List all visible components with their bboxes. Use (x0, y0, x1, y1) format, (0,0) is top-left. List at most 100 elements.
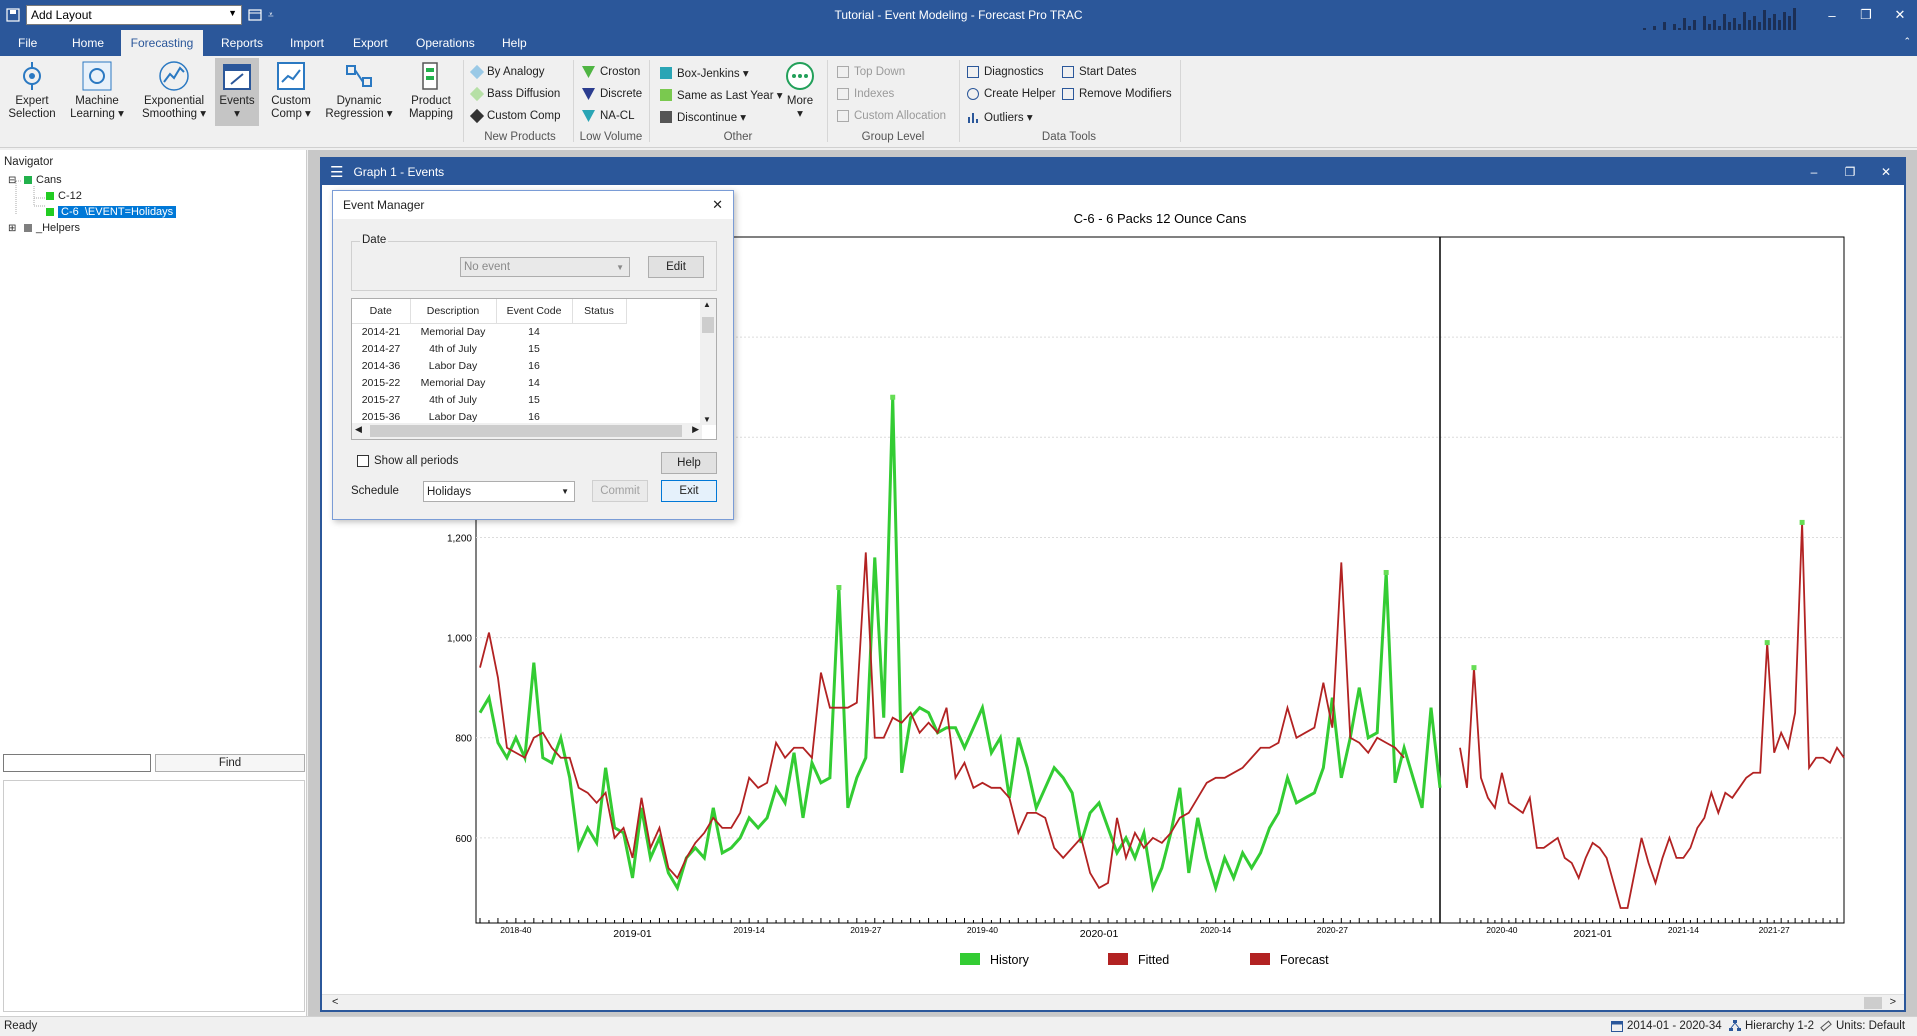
table-row[interactable]: 2014-36 Labor Day 16 (352, 357, 626, 374)
hamburger-menu-icon[interactable]: ☰ (330, 164, 344, 181)
x-tick-label: 2021-14 (1668, 925, 1699, 935)
table-row[interactable]: 2015-22 Memorial Day 14 (352, 374, 626, 391)
more-button[interactable]: More ▾ (780, 60, 820, 121)
expand-icon[interactable]: ⊞ (8, 222, 17, 234)
sparkline-bar (1793, 8, 1796, 44)
discrete-button[interactable]: Discrete (582, 88, 642, 100)
save-icon[interactable] (6, 8, 20, 22)
column-header-description[interactable]: Description (410, 299, 497, 324)
window-layout-icon[interactable] (248, 8, 262, 22)
croston-button[interactable]: Croston (582, 66, 640, 78)
restore-button[interactable]: ❐ (1860, 7, 1872, 22)
checkbox-box[interactable] (357, 455, 369, 467)
same-as-last-year-button[interactable]: Same as Last Year ▾ (660, 88, 783, 102)
tree-item-helpers[interactable]: ⊞ _Helpers (8, 222, 80, 234)
tab-help[interactable]: Help (502, 36, 527, 50)
exit-button[interactable]: Exit (661, 480, 717, 502)
table-row[interactable]: 2014-21 Memorial Day 14 (352, 323, 626, 340)
scroll-right-icon[interactable]: > (1889, 996, 1896, 1008)
close-button[interactable]: ✕ (1894, 7, 1906, 22)
table-row[interactable]: 2015-27 4th of July 15 (352, 391, 626, 408)
x-tick-label: 2020-27 (1317, 925, 1348, 935)
custom-allocation-button[interactable]: Custom Allocation (837, 110, 946, 122)
outliers-button[interactable]: Outliers ▾ (967, 110, 1033, 124)
create-helper-button[interactable]: Create Helper (967, 88, 1056, 100)
remove-modifiers-button[interactable]: Remove Modifiers (1062, 88, 1172, 100)
scroll-up-icon[interactable]: ▲ (703, 300, 711, 309)
scroll-right-icon[interactable]: ▶ (692, 424, 699, 434)
chevron-down-icon: ▼ (616, 262, 624, 272)
tab-forecasting[interactable]: Forecasting (121, 30, 203, 56)
dynamic-regression-button[interactable]: Dynamic Regression ▾ (322, 60, 396, 121)
bass-diffusion-button[interactable]: Bass Diffusion (469, 86, 561, 102)
graph-restore-button[interactable]: ❐ (1844, 165, 1856, 179)
product-mapping-button[interactable]: Product Mapping (405, 60, 457, 121)
edit-button[interactable]: Edit (648, 256, 704, 278)
machine-learning-button[interactable]: Machine Learning ▾ (66, 60, 128, 121)
scroll-down-icon[interactable]: ▼ (703, 415, 711, 424)
discontinue-button[interactable]: Discontinue ▾ (660, 110, 746, 124)
tab-home[interactable]: Home (72, 36, 105, 50)
commit-button[interactable]: Commit (592, 480, 648, 502)
graph-horizontal-scrollbar[interactable]: < > (322, 994, 1904, 1010)
schedule-select[interactable]: Holidays ▼ (423, 481, 575, 502)
custom-comp-small-button[interactable]: Custom Comp (469, 108, 561, 124)
start-dates-button[interactable]: Start Dates (1062, 66, 1137, 78)
scroll-left-icon[interactable]: < (332, 996, 339, 1008)
tab-export[interactable]: Export (353, 36, 388, 50)
tree-item-cans[interactable]: ⊟ Cans (8, 174, 62, 186)
label: Bass Diffusion (487, 88, 561, 100)
column-header-status[interactable]: Status (572, 299, 627, 324)
event-list[interactable]: Date Description Event Code Status 2014-… (351, 298, 717, 440)
customize-qat-icon[interactable]: ⩡ (268, 9, 274, 21)
tab-file[interactable]: File (18, 36, 38, 50)
scroll-thumb[interactable] (1864, 997, 1882, 1009)
minimize-button[interactable]: – (1828, 7, 1836, 23)
table-row[interactable]: 2014-27 4th of July 15 (352, 340, 626, 357)
collapse-ribbon-icon[interactable]: ⌃ (1903, 36, 1911, 46)
square-icon (660, 89, 672, 101)
tree-item-c-6-selected[interactable]: C-6 \EVENT=Holidays (46, 206, 177, 218)
diamond-icon (469, 64, 485, 80)
tab-operations[interactable]: Operations (416, 36, 475, 50)
collapse-icon[interactable]: ⊟ (8, 174, 17, 186)
legend-label: Fitted (1138, 953, 1169, 967)
expert-selection-button[interactable]: Expert Selection (4, 60, 60, 121)
scroll-thumb[interactable] (370, 425, 682, 437)
graph-minimize-button[interactable]: – (1810, 165, 1818, 179)
column-header-date[interactable]: Date (352, 299, 411, 324)
tree-item-c-12[interactable]: C-12 (46, 190, 82, 202)
label: Mapping (408, 108, 454, 120)
navigator-results-list[interactable] (3, 780, 305, 1012)
cell-status (572, 357, 626, 374)
scroll-left-icon[interactable]: ◀ (355, 424, 362, 434)
exponential-smoothing-button[interactable]: Exponential Smoothing ▾ (138, 60, 210, 121)
help-button[interactable]: Help (661, 452, 717, 474)
dialog-close-icon[interactable]: ✕ (712, 197, 723, 212)
show-all-periods-checkbox[interactable]: Show all periods (357, 455, 458, 467)
by-analogy-button[interactable]: By Analogy (469, 64, 545, 80)
custom-comp-button[interactable]: Custom Comp ▾ (267, 60, 315, 121)
find-input[interactable] (3, 754, 151, 772)
tab-import[interactable]: Import (290, 36, 325, 50)
layout-select[interactable]: Add Layout ▼ (26, 5, 242, 25)
scroll-thumb[interactable] (702, 317, 714, 333)
top-down-button[interactable]: Top Down (837, 66, 905, 78)
checkbox-label: Show all periods (374, 455, 459, 467)
chevron-down-icon: ▾ (797, 108, 803, 120)
event-list-vertical-scrollbar[interactable]: ▲ ▼ (700, 299, 716, 425)
box-jenkins-button[interactable]: Box-Jenkins ▾ (660, 66, 749, 80)
tab-reports[interactable]: Reports (221, 36, 264, 50)
events-button[interactable]: Events ▾ (215, 58, 259, 126)
find-button[interactable]: Find (155, 754, 305, 772)
table-row[interactable]: 2015-36 Labor Day 16 (352, 408, 626, 425)
indexes-button[interactable]: Indexes (837, 88, 894, 100)
na-cl-button[interactable]: NA-CL (582, 110, 635, 122)
diagnostics-button[interactable]: Diagnostics (967, 66, 1043, 78)
event-select[interactable]: No event ▼ (460, 257, 630, 277)
event-list-horizontal-scrollbar[interactable]: ◀ ▶ (352, 423, 702, 439)
date-fieldset: Date No event ▼ Edit (351, 234, 717, 291)
forecast-chart[interactable]: C-6 - 6 Packs 12 Ounce Cans 600 800 1,000 1,… (322, 185, 1904, 987)
graph-close-button[interactable]: ✕ (1880, 165, 1892, 179)
column-header-event-code[interactable]: Event Code (496, 299, 573, 324)
